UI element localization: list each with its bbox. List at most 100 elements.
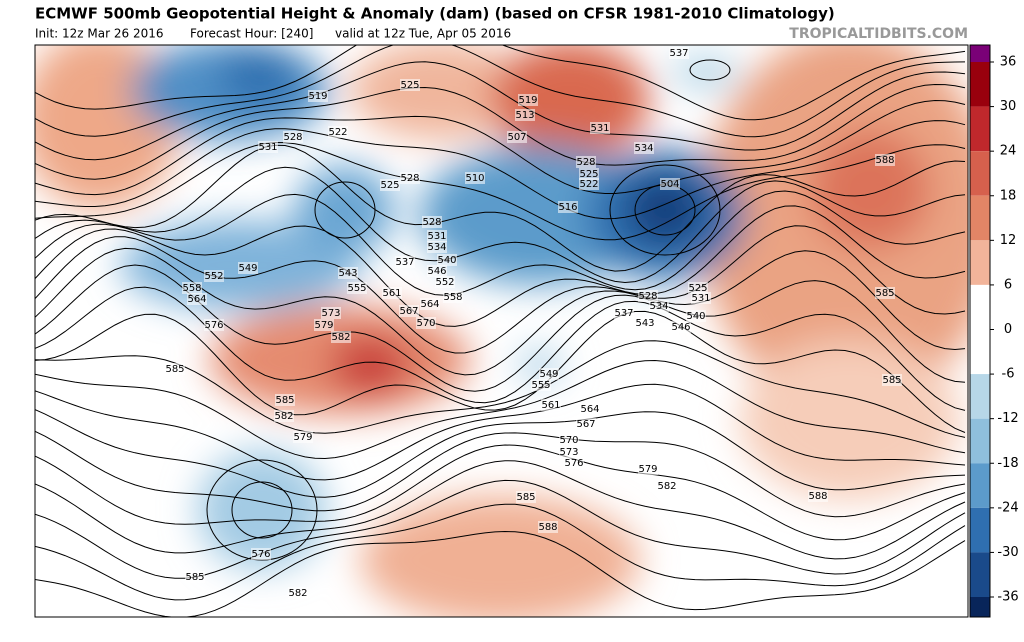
label-bg	[660, 178, 680, 190]
contour-label: 567	[576, 419, 595, 430]
contour-label: 573	[559, 447, 578, 458]
contour-label: 531	[691, 293, 710, 304]
label-bg	[531, 379, 551, 391]
contour-label: 549	[539, 369, 558, 380]
contour-label: 519	[308, 91, 327, 102]
label-bg	[187, 293, 207, 305]
contour-label: 588	[808, 491, 827, 502]
colorbar-segment	[970, 240, 990, 285]
colorbar-segment	[970, 418, 990, 464]
colorbar: 36 30 24 18 12 6 0 -6 -12 -18 -24 -30 -36	[969, 44, 1019, 618]
contour-label: 546	[427, 266, 446, 277]
label-bg	[882, 374, 902, 386]
contour-line	[35, 99, 966, 196]
contour-line	[35, 383, 966, 481]
colorbar-segment	[970, 151, 990, 196]
contour-label: 525	[380, 180, 399, 191]
contour-label: 525	[400, 80, 419, 91]
contour-label: 564	[420, 299, 439, 310]
contour-label: 531	[590, 123, 609, 134]
contour-label: 549	[238, 263, 257, 274]
contour-label: 582	[331, 332, 350, 343]
colorbar-tick-label: 12	[1000, 233, 1017, 248]
forecast-hour: Forecast Hour: [240]	[190, 27, 313, 41]
contour-label: 585	[516, 492, 535, 503]
contour-label: 555	[347, 283, 366, 294]
contour-label: 585	[882, 375, 901, 386]
contour-label: 534	[649, 301, 668, 312]
contour-line	[35, 409, 966, 498]
label-bg	[399, 305, 419, 317]
contour-label: 534	[427, 242, 446, 253]
label-bg	[293, 431, 313, 443]
contour-line	[35, 225, 966, 354]
colorbar-segment	[970, 284, 990, 330]
label-bg	[288, 587, 308, 599]
contour-line	[35, 247, 966, 376]
label-bg	[274, 410, 294, 422]
label-bg	[443, 291, 463, 303]
label-bg	[538, 521, 558, 533]
label-bg	[427, 265, 447, 277]
contour-label: 537	[395, 257, 414, 268]
title: ECMWF 500mb Geopotential Height & Anomal…	[35, 5, 835, 23]
label-bg	[400, 172, 420, 184]
init: Init: 12z Mar 26 2016	[35, 27, 164, 41]
colorbar-segment	[970, 62, 990, 107]
colorbar-segment	[970, 195, 990, 241]
contour-label: 576	[564, 458, 583, 469]
contour-label: 543	[635, 318, 654, 329]
contour-line	[35, 310, 966, 433]
contour-label: 528	[422, 217, 441, 228]
label-bg	[671, 321, 691, 333]
colorbar-segment	[970, 552, 990, 597]
label-bg	[338, 267, 358, 279]
colorbar-tick-label: -6	[1002, 367, 1015, 382]
contour-label: 579	[638, 464, 657, 475]
label-bg	[564, 457, 584, 469]
label-bg	[251, 548, 271, 560]
label-bg	[395, 256, 415, 268]
contour-line	[35, 83, 966, 180]
watermark: TROPICALTIDBITS.COM	[789, 26, 968, 42]
contour-label: 540	[686, 311, 705, 322]
label-bg	[559, 434, 579, 446]
colorbar-segment	[970, 45, 990, 62]
label-bg	[507, 131, 527, 143]
contour-label: 543	[338, 268, 357, 279]
label-bg	[347, 282, 367, 294]
contour-label: 558	[443, 292, 462, 303]
label-bg	[579, 178, 599, 190]
label-bg	[258, 141, 278, 153]
label-bg	[576, 156, 596, 168]
contour-label: 561	[541, 400, 560, 411]
label-bg	[416, 317, 436, 329]
contour-label: 585	[275, 395, 294, 406]
label-bg	[516, 491, 536, 503]
label-bg	[185, 571, 205, 583]
label-bg	[238, 262, 258, 274]
colorbar-segment	[970, 106, 990, 152]
label-bg	[427, 241, 447, 253]
contour-line	[35, 61, 966, 161]
colorbar-tick-label: 18	[1000, 188, 1017, 203]
colorbar-tick-label: -12	[997, 411, 1018, 426]
contour-line	[35, 45, 966, 138]
contour-label: 528	[400, 173, 419, 184]
label-bg	[634, 142, 654, 154]
contour-line	[35, 166, 966, 284]
contour-line	[35, 120, 966, 220]
contour-label: 531	[427, 231, 446, 242]
label-bg	[875, 287, 895, 299]
colorbar-segment	[970, 597, 990, 617]
label-bg	[649, 300, 669, 312]
contour-label: 585	[165, 364, 184, 375]
contour-label: 519	[518, 95, 537, 106]
label-bg	[283, 131, 303, 143]
valid-time: valid at 12z Tue, Apr 05 2016	[335, 27, 511, 41]
label-bg	[400, 79, 420, 91]
contour-ring	[231, 481, 293, 539]
label-bg	[669, 47, 689, 59]
label-bg	[382, 287, 402, 299]
